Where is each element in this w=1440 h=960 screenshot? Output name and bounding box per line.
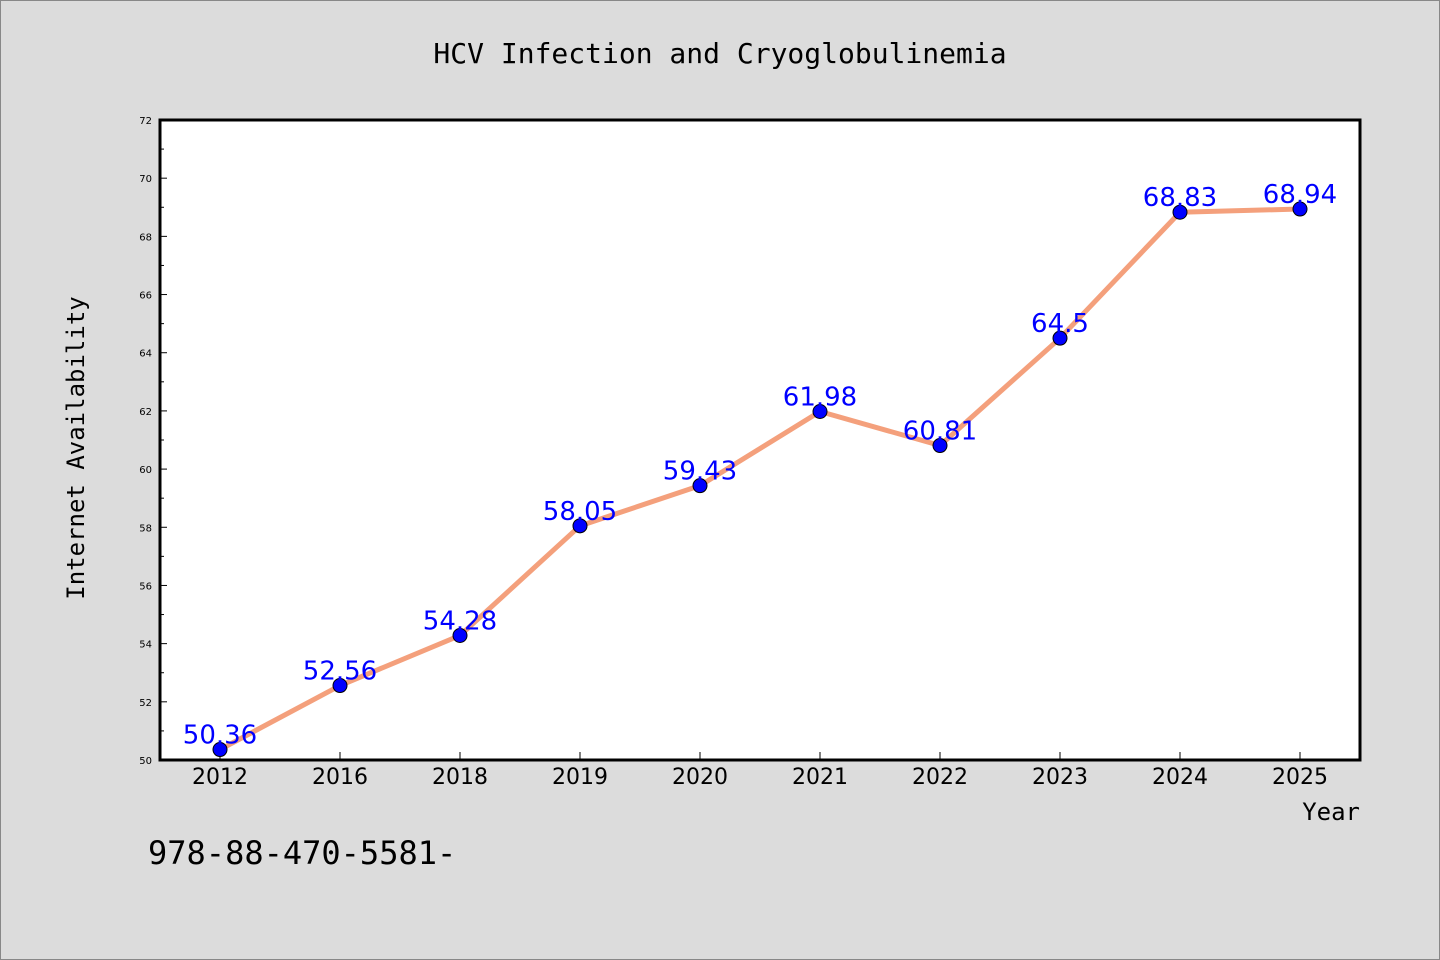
data-label: 61.98	[783, 382, 857, 412]
data-label: 60.81	[903, 417, 977, 447]
data-point	[212, 742, 228, 758]
y-tick-label: 70	[139, 174, 152, 185]
x-tick-label: 2022	[912, 765, 968, 790]
data-label: 68.94	[1263, 180, 1337, 210]
data-label: 50.36	[183, 721, 257, 751]
y-tick-label: 68	[139, 232, 152, 243]
y-tick-label: 54	[139, 640, 152, 651]
x-tick-label: 2020	[672, 765, 728, 790]
data-point	[1292, 201, 1308, 217]
data-point	[932, 438, 948, 454]
x-tick-label: 2018	[432, 765, 488, 790]
data-point	[1052, 330, 1068, 346]
y-tick-label: 66	[139, 291, 152, 302]
x-tick-label: 2019	[552, 765, 608, 790]
data-label: 58.05	[543, 497, 617, 527]
data-label: 64.5	[1031, 309, 1089, 339]
data-point	[332, 678, 348, 694]
data-point	[1172, 204, 1188, 220]
series-line	[218, 206, 1301, 752]
data-point	[812, 403, 828, 419]
y-axis-ticks: 50 52 54 56 58 60 62 64 66 68 70 72	[139, 116, 167, 767]
y-tick-label: 50	[139, 756, 152, 767]
x-axis-label: Year	[1302, 798, 1360, 826]
plot-area	[158, 118, 1362, 762]
x-tick-label: 2024	[1152, 765, 1208, 790]
data-labels-group: 50.36 52.56 54.28 58.05 59.43 61.98 60.81 64.5 6…	[183, 180, 1337, 751]
x-tick-label: 2016	[312, 765, 368, 790]
data-label: 52.56	[303, 657, 377, 687]
x-axis-ticks: 2012 2016 2018 2019 2020 2021 2022 2023 2024 2025	[192, 752, 1328, 790]
x-tick-label: 2023	[1032, 765, 1088, 790]
data-label: 68.83	[1143, 183, 1217, 213]
y-tick-label: 62	[139, 407, 152, 418]
x-tick-label: 2025	[1272, 765, 1328, 790]
y-tick-label: 58	[139, 523, 152, 534]
data-point	[572, 518, 588, 534]
x-tick-label: 2021	[792, 765, 848, 790]
y-axis-label: Internet Availability	[62, 296, 90, 599]
y-tick-label: 72	[139, 116, 152, 127]
series-group	[212, 201, 1308, 758]
y-tick-label: 64	[139, 349, 152, 360]
y-tick-label: 60	[139, 465, 152, 476]
data-label: 59.43	[663, 457, 737, 487]
data-label: 54.28	[423, 606, 497, 636]
footer-text: 978-88-470-5581-	[148, 834, 456, 872]
chart-title: HCV Infection and Cryoglobulinemia	[433, 37, 1006, 70]
x-tick-label: 2012	[192, 765, 248, 790]
y-tick-label: 56	[139, 581, 152, 592]
y-tick-label: 52	[139, 698, 152, 709]
data-point	[452, 627, 468, 643]
data-point	[692, 478, 708, 494]
